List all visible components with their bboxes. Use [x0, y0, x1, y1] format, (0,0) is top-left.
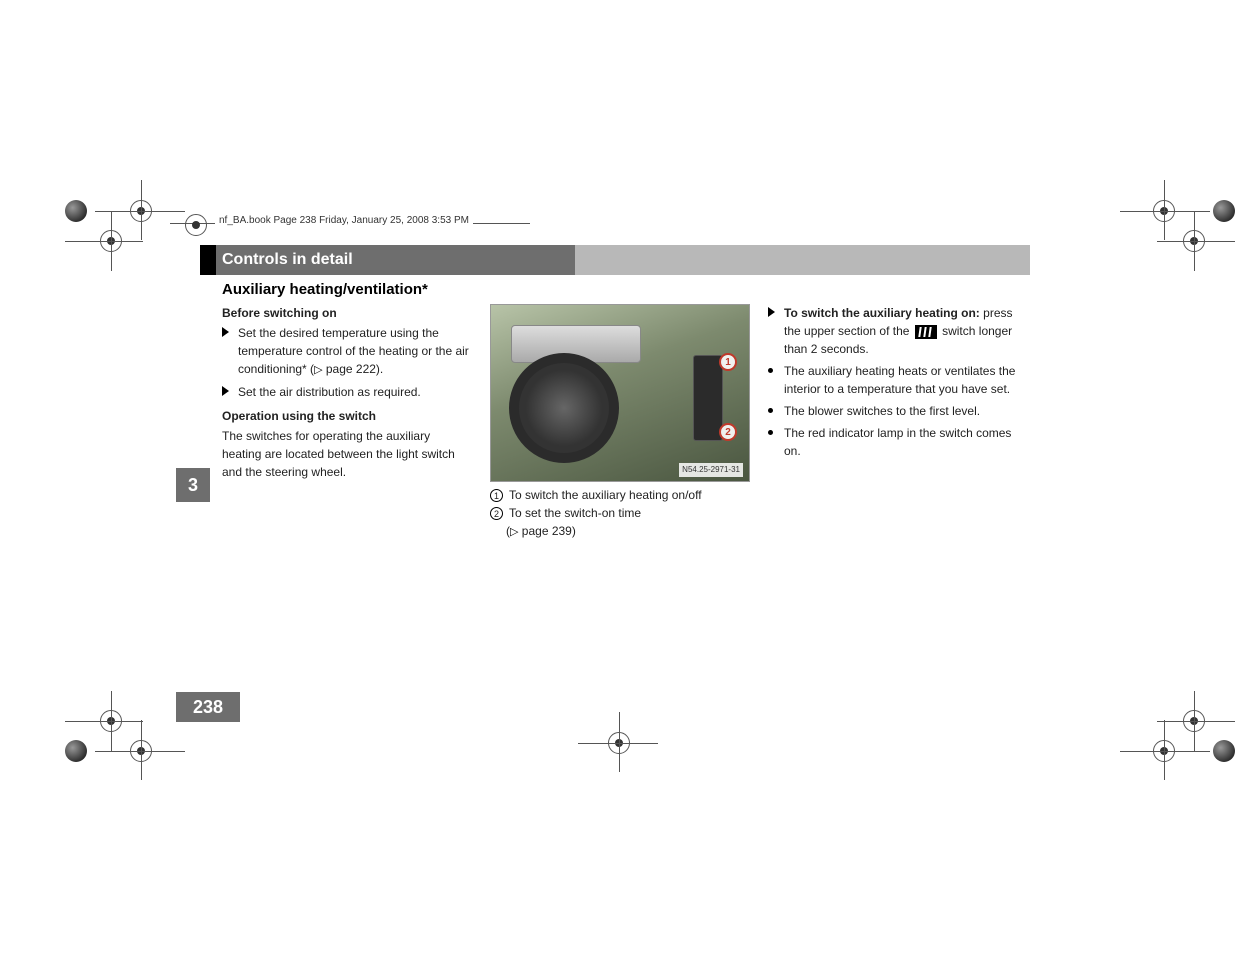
crop-mark-br — [1100, 685, 1180, 765]
section-subtitle: Auxiliary heating/ventilation* — [222, 281, 1030, 298]
crop-mark-tl — [95, 185, 175, 265]
dashboard-figure: 1 2 N54.25-2971-31 — [490, 304, 750, 482]
page-ref-icon: ▷ — [314, 362, 322, 379]
crop-mark-tr — [1100, 185, 1180, 265]
step-marker-icon — [768, 307, 775, 317]
section-title: Controls in detail — [222, 251, 353, 269]
figure-code: N54.25-2971-31 — [679, 463, 743, 477]
column-1: Before switching on Set the desired temp… — [222, 304, 472, 541]
bullet-row: The blower switches to the first level. — [768, 402, 1028, 420]
step-row: To switch the auxiliary heating on: pres… — [768, 304, 1028, 358]
bullet-text: The auxiliary heating heats or ventilate… — [784, 362, 1028, 398]
crop-mark-bc — [578, 717, 658, 797]
callout-text: To set the switch-on time — [509, 504, 641, 522]
callout-text: To switch the auxiliary heating on/off — [509, 486, 702, 504]
bullet-text: The red indicator lamp in the switch com… — [784, 424, 1028, 460]
step-marker-icon — [222, 386, 229, 396]
page-header: nf_BA.book Page 238 Friday, January 25, … — [170, 207, 790, 229]
heating-switch-icon — [915, 325, 937, 339]
step-head: To switch the auxiliary heating on: — [784, 306, 980, 320]
circled-number-icon: 2 — [490, 507, 503, 520]
bullet-text: The blower switches to the first level. — [784, 402, 1028, 420]
book-info: nf_BA.book Page 238 Friday, January 25, … — [215, 215, 473, 226]
callout-1-icon: 1 — [719, 353, 737, 371]
bullet-row: The red indicator lamp in the switch com… — [768, 424, 1028, 460]
callout-list-item: 1 To switch the auxiliary heating on/off — [490, 486, 750, 504]
steering-wheel — [509, 353, 619, 463]
bullet-icon — [768, 430, 773, 435]
column-3: To switch the auxiliary heating on: pres… — [768, 304, 1028, 541]
page-number: 238 — [176, 692, 240, 722]
callout-2-icon: 2 — [719, 423, 737, 441]
callout-detail: (▷ page 239) — [506, 522, 750, 541]
heading-before-switching: Before switching on — [222, 304, 472, 322]
step-marker-icon — [222, 327, 229, 337]
bullet-row: The auxiliary heating heats or ventilate… — [768, 362, 1028, 398]
crop-mark-bl — [95, 685, 175, 765]
step-row: Set the air distribution as required. — [222, 383, 472, 402]
bullet-icon — [768, 368, 773, 373]
paragraph: The switches for operating the auxiliary… — [222, 427, 472, 481]
section-header: Controls in detail — [200, 245, 1030, 275]
circled-number-icon: 1 — [490, 489, 503, 502]
step-text: Set the air distribution as required. — [238, 383, 472, 402]
step-row: Set the desired temperature using the te… — [222, 324, 472, 379]
bullet-icon — [768, 408, 773, 413]
callout-list-item: 2 To set the switch-on time — [490, 504, 750, 522]
page-ref-icon: ▷ — [510, 524, 518, 541]
column-2: 1 2 N54.25-2971-31 1 To switch the auxil… — [490, 304, 750, 541]
heading-operation-switch: Operation using the switch — [222, 407, 472, 425]
